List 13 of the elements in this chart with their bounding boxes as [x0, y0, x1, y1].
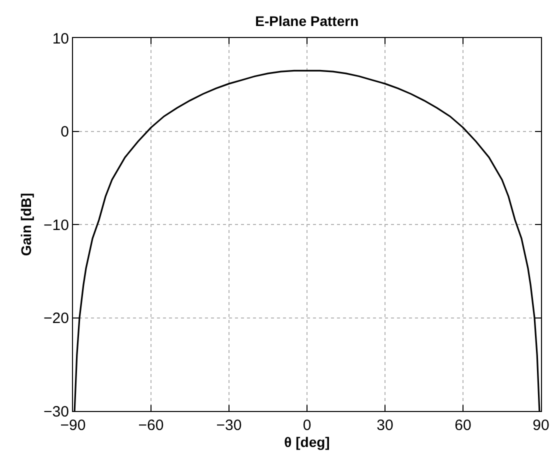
y-tick-label: −10: [44, 216, 69, 234]
x-tick-label: −30: [216, 417, 242, 434]
y-axis-title: Gain [dB]: [18, 193, 34, 256]
x-tick-label: 90: [532, 417, 550, 434]
x-tick-label: −60: [138, 417, 164, 434]
x-tick-label: 60: [454, 417, 472, 434]
y-tick-label: 10: [52, 30, 69, 48]
y-tick-label: 0: [60, 124, 69, 140]
x-tick-label: 0: [302, 417, 312, 434]
y-tick-label: −20: [44, 310, 69, 327]
x-tick-label: 30: [376, 417, 394, 434]
chart-title: E-Plane Pattern: [255, 13, 359, 30]
x-axis-title: θ [deg]: [284, 434, 330, 450]
